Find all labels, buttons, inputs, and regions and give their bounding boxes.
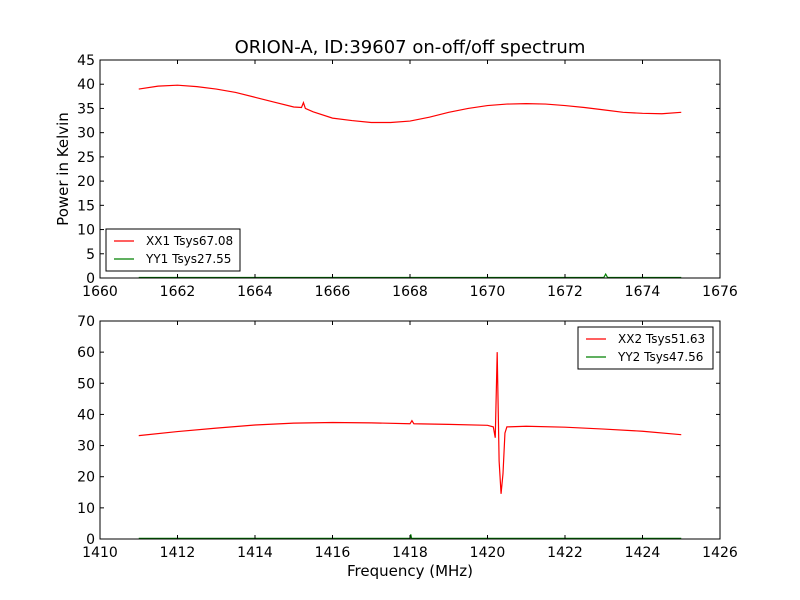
y-tick-label: 10 [77,223,95,239]
y-tick-label: 35 [77,101,95,117]
x-tick-label: 1660 [82,284,118,300]
x-tick-label: 1426 [702,545,738,561]
chart-title: ORION-A, ID:39607 on-off/off spectrum [235,37,586,58]
y-tick-label: 5 [86,247,95,263]
y-tick-label: 30 [77,126,95,142]
y-tick-label: 0 [86,271,95,287]
y-tick-label: 50 [77,376,95,392]
x-tick-label: 1416 [315,545,351,561]
y-tick-label: 0 [86,532,95,548]
y-tick-label: 70 [77,314,95,330]
x-tick-label: 1676 [702,284,738,300]
legend: XX1 Tsys67.08 YY1 Tsys27.55 [105,228,241,272]
x-tick-label: 1422 [547,545,583,561]
y-tick-label: 40 [77,407,95,423]
x-tick-label: 1672 [547,284,583,300]
x-axis-label: Frequency (MHz) [347,562,473,580]
legend-label: YY2 Tsys47.56 [617,350,703,364]
legend-box [577,326,714,370]
y-axis-label: Power in Kelvin [54,112,72,226]
x-tick-label: 1424 [625,545,661,561]
y-tick-label: 60 [77,345,95,361]
legend-label: XX1 Tsys67.08 [146,234,233,248]
series-line-yy2 [138,534,682,539]
x-tick-label: 1662 [160,284,196,300]
x-tick-label: 1420 [470,545,506,561]
y-tick-label: 40 [77,77,95,93]
y-tick-label: 45 [77,53,95,69]
legend-box [105,228,241,272]
y-tick-label: 25 [77,150,95,166]
legend-label: YY1 Tsys27.55 [145,252,231,266]
y-tick-label: 10 [77,501,95,517]
plot-series-group [138,352,682,539]
x-tick-label: 1410 [82,545,118,561]
lower-plot: 1410 1412 1414 1416 1418 1420 1422 1424 1426 0 10 2… [77,314,738,580]
x-tick-label: 1666 [315,284,351,300]
y-tick-label: 30 [77,439,95,455]
series-line-xx2 [138,352,682,494]
x-tick-label: 1670 [470,284,506,300]
legend-label: XX2 Tsys51.63 [618,332,705,346]
y-tick-label: 20 [77,174,95,190]
x-tick-label: 1414 [237,545,273,561]
x-tick-label: 1674 [625,284,661,300]
x-tick-label: 1668 [392,284,428,300]
x-tick-label: 1664 [237,284,273,300]
y-tick-label: 20 [77,470,95,486]
x-tick-label: 1412 [160,545,196,561]
y-tick-label: 15 [77,198,95,214]
upper-plot: 1660 1662 1664 1666 1668 1670 1672 1674 1676 0 5 10… [54,53,738,300]
series-line-xx1 [138,84,682,124]
legend: XX2 Tsys51.63 YY2 Tsys47.56 [577,326,714,370]
x-tick-label: 1418 [392,545,428,561]
